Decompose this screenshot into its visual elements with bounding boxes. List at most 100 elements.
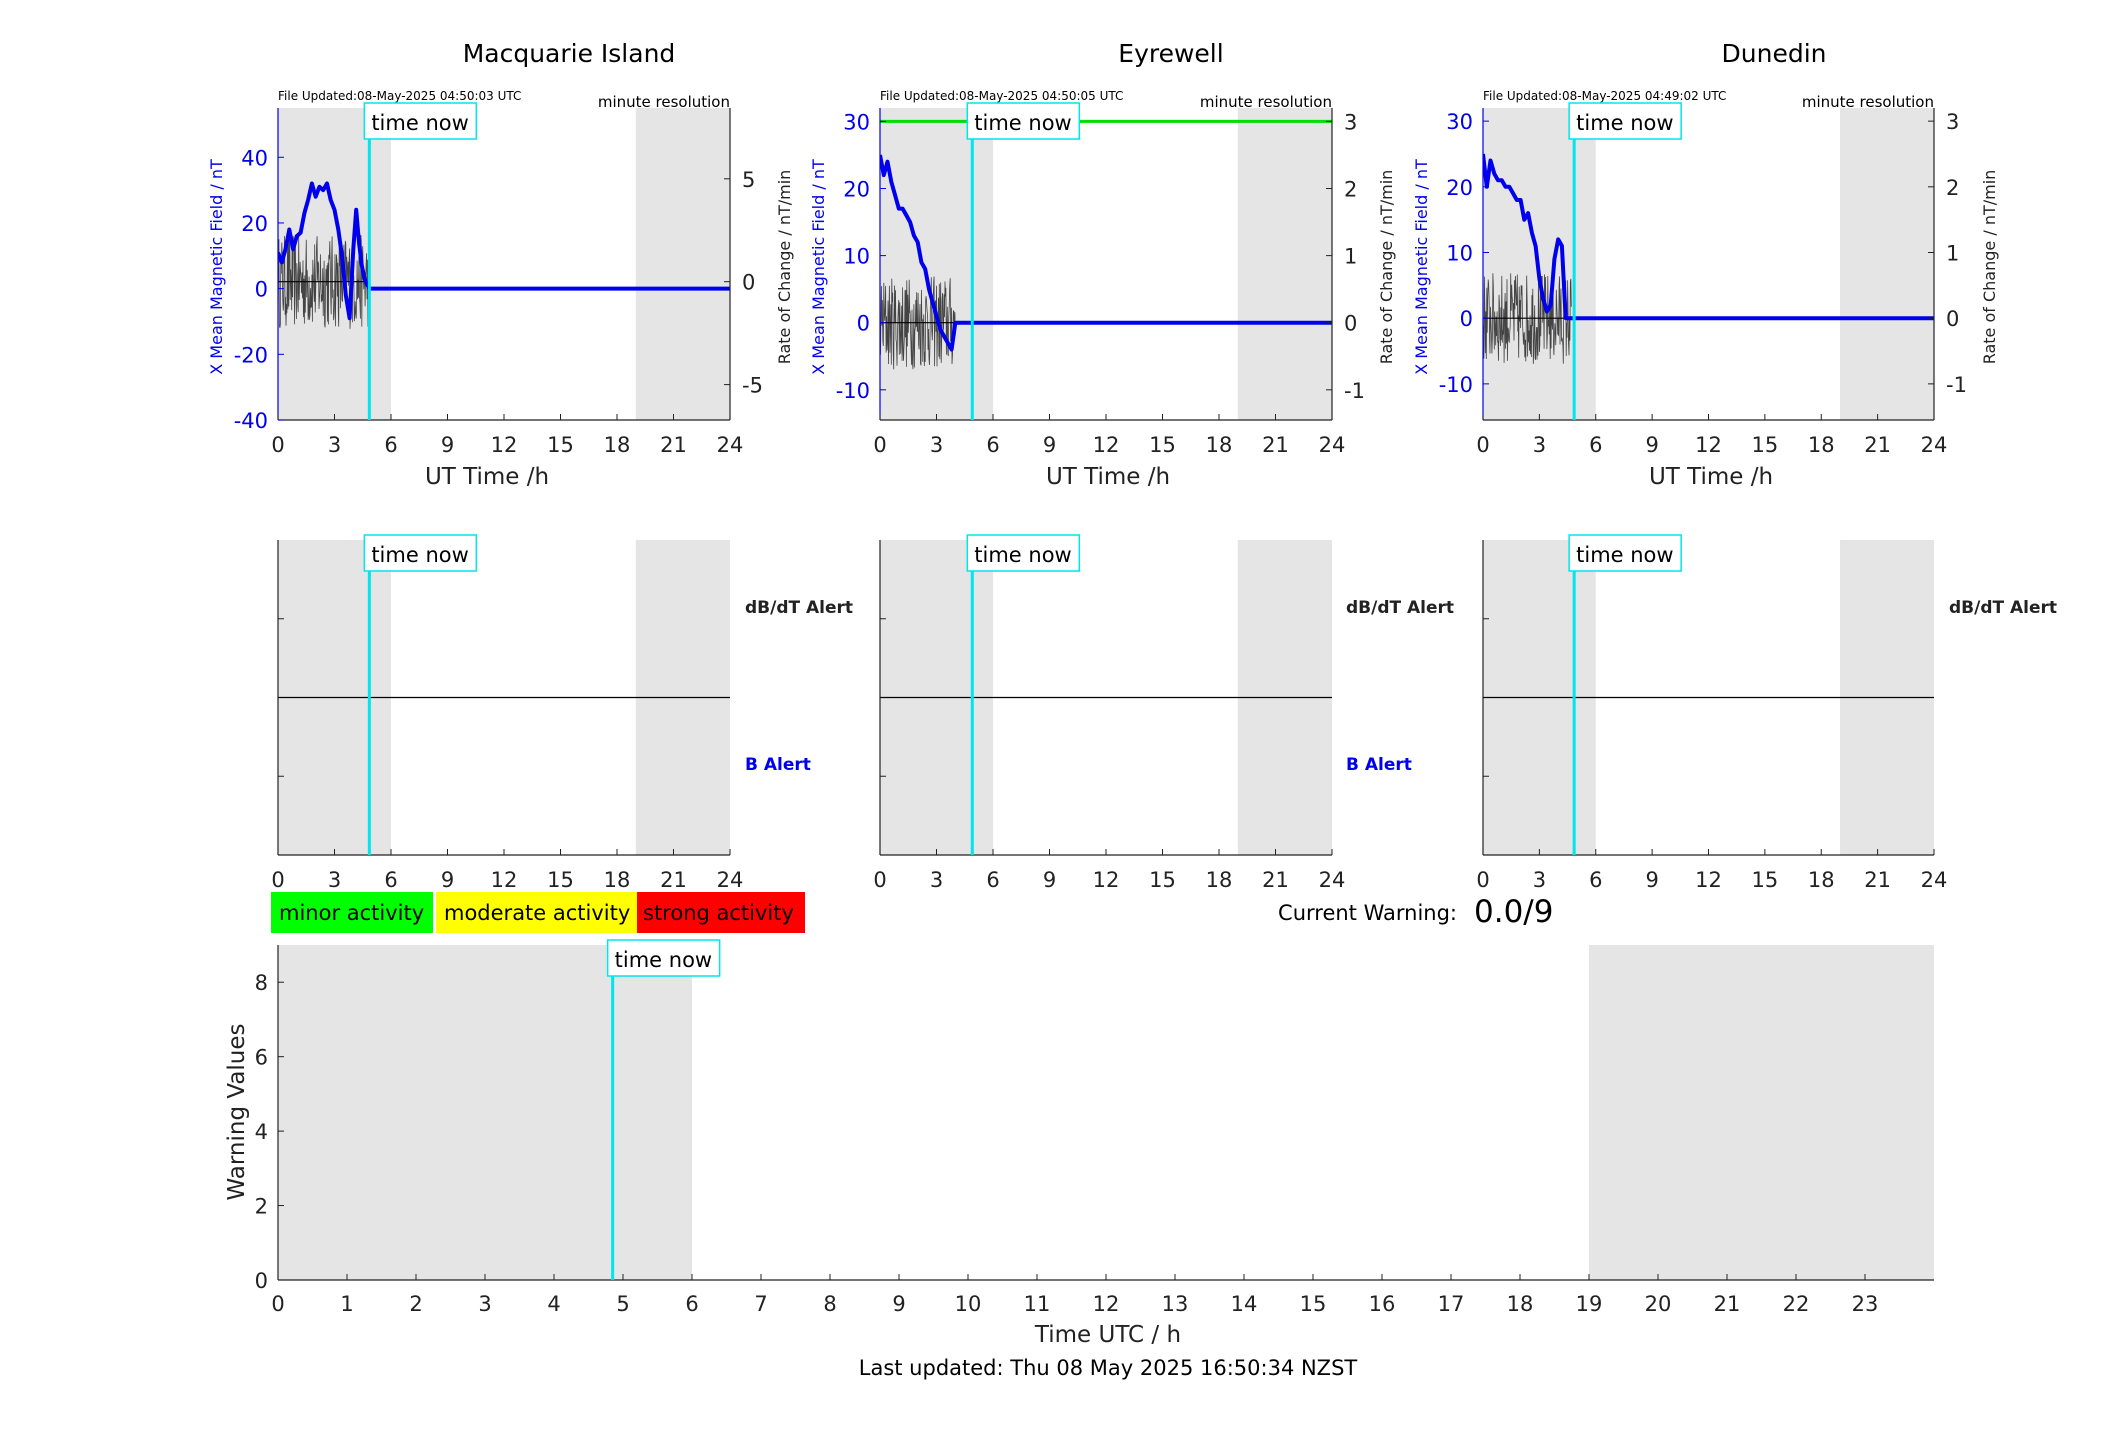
x-tick-label: 21 bbox=[1262, 433, 1289, 457]
ylabel-right-dunedin: Rate of Change / nT/min bbox=[1980, 170, 1999, 365]
x-tick-label: 1 bbox=[340, 1292, 353, 1316]
b-alert-label-eyrewell: B Alert bbox=[1346, 755, 1412, 775]
x-tick-label: 18 bbox=[1507, 1292, 1534, 1316]
resolution-dunedin: minute resolution bbox=[1802, 93, 1934, 111]
x-tick-label: 0 bbox=[271, 433, 284, 457]
x-tick-label: 16 bbox=[1369, 1292, 1396, 1316]
ylabel-macquarie: X Mean Magnetic Field / nT bbox=[207, 159, 226, 375]
warning-panel: 0 1 2 3 4 5 6 7 8 9 10 11 12 13 14 15 16 17 18 19 20 21 22 2302… bbox=[255, 939, 1934, 1316]
time-now-label: time now bbox=[371, 543, 468, 567]
magnetic-field-line bbox=[1483, 153, 1934, 321]
y-tick-label: 0 bbox=[255, 278, 268, 302]
y-right-tick-label: 5 bbox=[742, 168, 755, 192]
panel-title-macquarie: Macquarie Island bbox=[463, 39, 676, 68]
y-tick-label: 30 bbox=[1446, 110, 1473, 134]
x-tick-label: 12 bbox=[1695, 868, 1722, 892]
y-right-tick-label: 2 bbox=[1344, 178, 1357, 202]
y-tick-label: -10 bbox=[1439, 373, 1473, 397]
x-tick-label: 21 bbox=[1262, 868, 1289, 892]
x-tick-label: 5 bbox=[616, 1292, 629, 1316]
x-tick-label: 0 bbox=[271, 1292, 284, 1316]
x-tick-label: 6 bbox=[384, 433, 397, 457]
x-tick-label: 24 bbox=[717, 433, 744, 457]
x-tick-label: 6 bbox=[1589, 433, 1602, 457]
x-tick-label: 7 bbox=[754, 1292, 767, 1316]
time-now-box bbox=[1568, 102, 1682, 140]
time-now-label: time now bbox=[1576, 543, 1673, 567]
time-now-box bbox=[363, 102, 478, 140]
time-now-label: time now bbox=[974, 111, 1071, 135]
night-shade-1 bbox=[1589, 945, 1934, 1280]
b-alert-label-macquarie: B Alert bbox=[745, 755, 811, 775]
x-tick-label: 23 bbox=[1852, 1292, 1879, 1316]
time-now-box bbox=[1568, 534, 1682, 572]
y-right-tick-label: 3 bbox=[1946, 110, 1959, 134]
x-tick-label: 21 bbox=[1714, 1292, 1741, 1316]
x-tick-label: 15 bbox=[1752, 433, 1779, 457]
x-tick-label: 18 bbox=[604, 868, 631, 892]
y-right-tick-label: 0 bbox=[1344, 312, 1357, 336]
y-tick-label: 20 bbox=[1446, 176, 1473, 200]
y-right-tick-label: -5 bbox=[742, 374, 763, 398]
file-updated-eyrewell: File Updated:08-May-2025 04:50:05 UTC bbox=[880, 89, 1123, 103]
x-tick-label: 0 bbox=[873, 868, 886, 892]
y-right-tick-label: 0 bbox=[1946, 307, 1959, 331]
alert-panel-0: 0 3 6 9 12 15 18 21 24 time now bbox=[271, 534, 744, 892]
night-shade-1 bbox=[1840, 108, 1934, 420]
resolution-eyrewell: minute resolution bbox=[1200, 93, 1332, 111]
x-tick-label: 21 bbox=[1864, 433, 1891, 457]
x-tick-label: 15 bbox=[1300, 1292, 1327, 1316]
y-tick-label: 6 bbox=[255, 1046, 268, 1070]
x-tick-label: 24 bbox=[717, 868, 744, 892]
x-tick-label: 12 bbox=[1093, 433, 1120, 457]
x-tick-label: 9 bbox=[1043, 433, 1056, 457]
x-tick-label: 24 bbox=[1921, 868, 1948, 892]
ylabel-dunedin: X Mean Magnetic Field / nT bbox=[1412, 159, 1431, 375]
current-warning-label: Current Warning: bbox=[1278, 901, 1457, 925]
x-tick-label: 9 bbox=[441, 433, 454, 457]
y-right-tick-label: 3 bbox=[1344, 110, 1357, 134]
x-tick-label: 24 bbox=[1921, 433, 1948, 457]
y-tick-label: 40 bbox=[241, 146, 268, 170]
rate-of-change-line bbox=[1483, 273, 1572, 364]
current-warning-value: 0.0/9 bbox=[1474, 894, 1553, 930]
x-tick-label: 0 bbox=[1476, 868, 1489, 892]
y-tick-label: 4 bbox=[255, 1120, 268, 1144]
x-tick-label: 14 bbox=[1231, 1292, 1258, 1316]
legend-strong-swatch bbox=[637, 892, 805, 933]
x-tick-label: 0 bbox=[873, 433, 886, 457]
x-tick-label: 20 bbox=[1645, 1292, 1672, 1316]
x-tick-label: 21 bbox=[660, 433, 687, 457]
x-tick-label: 22 bbox=[1783, 1292, 1810, 1316]
y-tick-label: 0 bbox=[857, 312, 870, 336]
time-now-box bbox=[606, 939, 721, 977]
x-tick-label: 15 bbox=[547, 433, 574, 457]
panel-title-eyrewell: Eyrewell bbox=[1118, 39, 1223, 68]
x-tick-label: 18 bbox=[1808, 868, 1835, 892]
x-tick-label: 3 bbox=[930, 868, 943, 892]
x-tick-label: 24 bbox=[1319, 868, 1346, 892]
x-tick-label: 3 bbox=[328, 868, 341, 892]
dbdt-alert-label-macquarie: dB/dT Alert bbox=[745, 598, 853, 618]
y-right-tick-label: 2 bbox=[1946, 176, 1959, 200]
xlabel-eyrewell: UT Time /h bbox=[1046, 464, 1170, 490]
file-updated-macquarie: File Updated:08-May-2025 04:50:03 UTC bbox=[278, 89, 521, 103]
y-tick-label: -40 bbox=[234, 409, 268, 433]
x-tick-label: 12 bbox=[1695, 433, 1722, 457]
time-now-box bbox=[363, 534, 478, 572]
rate-of-change-line bbox=[278, 234, 371, 329]
y-tick-label: 8 bbox=[255, 971, 268, 995]
dbdt-alert-label-dunedin: dB/dT Alert bbox=[1949, 598, 2057, 618]
x-tick-label: 15 bbox=[1149, 868, 1176, 892]
xlabel-dunedin: UT Time /h bbox=[1649, 464, 1773, 490]
ylabel-eyrewell: X Mean Magnetic Field / nT bbox=[809, 159, 828, 375]
x-tick-label: 18 bbox=[604, 433, 631, 457]
x-tick-label: 12 bbox=[1093, 868, 1120, 892]
time-now-box bbox=[966, 534, 1081, 572]
x-tick-label: 3 bbox=[1533, 868, 1546, 892]
x-tick-label: 9 bbox=[1043, 868, 1056, 892]
x-tick-label: 8 bbox=[823, 1292, 836, 1316]
y-tick-label: 2 bbox=[255, 1195, 268, 1219]
